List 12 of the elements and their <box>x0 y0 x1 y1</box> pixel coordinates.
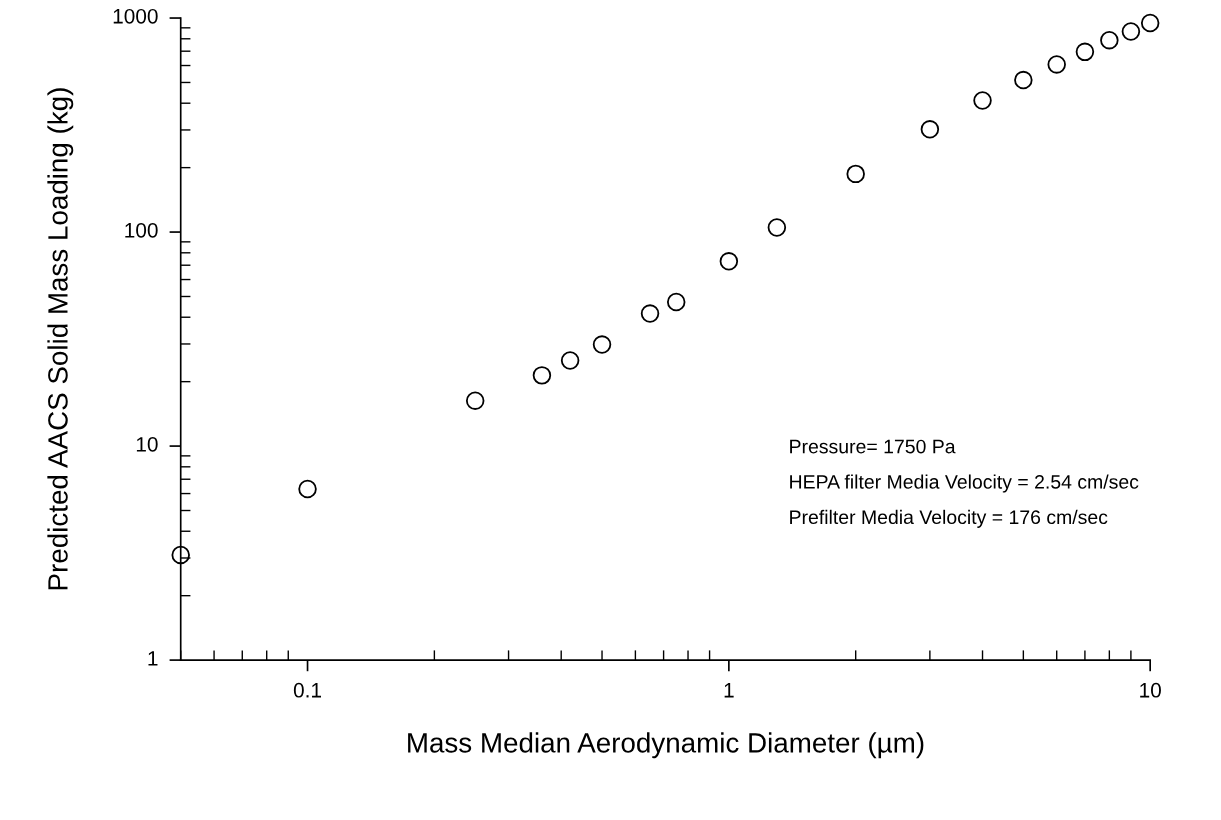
annotation: HEPA filter Media Velocity = 2.54 cm/sec <box>790 474 1139 493</box>
x-tick-label: 10 <box>1140 682 1161 698</box>
annotation: Pressure= 1750 Pa <box>790 439 956 454</box>
x-tick-label: 1 <box>724 683 734 698</box>
y-tick-label: 100 <box>125 222 158 238</box>
annotation: Prefilter Media Velocity = 176 cm/sec <box>790 509 1108 528</box>
y-axis-title: Predicted AACS Solid Mass Loading (kg) <box>47 88 74 590</box>
y-tick-label: 1000 <box>113 8 158 24</box>
y-tick-label: 10 <box>136 436 158 452</box>
y-tick-label: 1 <box>148 651 158 666</box>
x-tick-label: 0.1 <box>293 682 321 698</box>
x-axis-title: Mass Median Aerodynamic Diameter (µm) <box>408 732 924 759</box>
